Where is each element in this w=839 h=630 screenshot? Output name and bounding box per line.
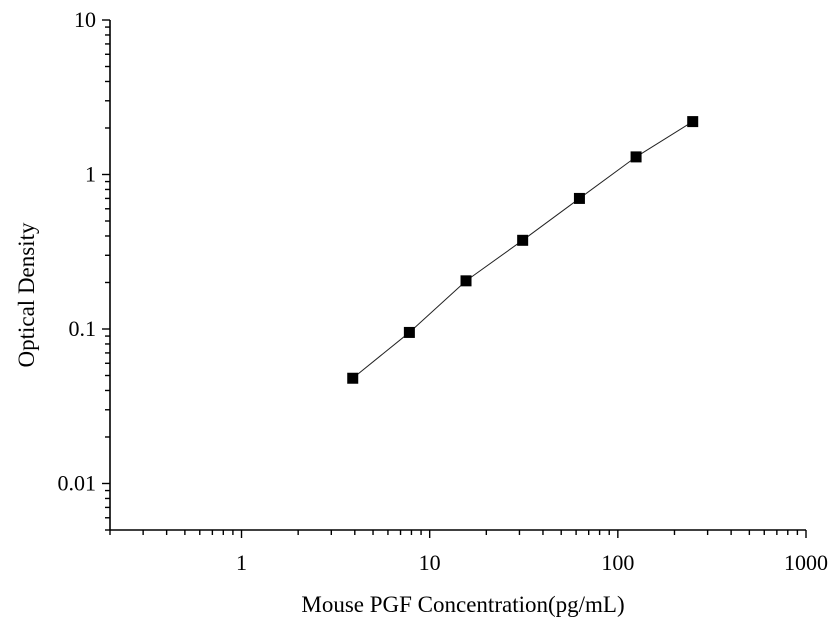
x-ticks-group: 1 10 100 1000 <box>109 530 828 575</box>
axes-group <box>109 20 806 531</box>
x-tick-label: 1 <box>236 550 247 575</box>
data-point <box>517 234 529 246</box>
x-axis-title: Mouse PGF Concentration(pg/mL) <box>301 592 624 617</box>
y-tick-label: 1 <box>85 161 96 186</box>
plot-content <box>347 116 699 384</box>
fit-line <box>352 121 693 379</box>
data-point <box>687 116 699 128</box>
data-point <box>573 192 585 204</box>
x-tick-label: 10 <box>419 550 441 575</box>
data-point <box>460 275 472 287</box>
data-point <box>347 372 359 384</box>
data-point <box>630 151 642 163</box>
x-tick-label: 100 <box>601 550 634 575</box>
data-point <box>403 326 415 338</box>
y-ticks-group: 0.01 0.1 1 10 <box>58 7 110 531</box>
x-tick-label: 1000 <box>784 550 828 575</box>
y-tick-label: 0.01 <box>58 470 97 495</box>
y-tick-label: 0.1 <box>69 316 97 341</box>
y-tick-label: 10 <box>74 7 96 32</box>
y-axis-title: Optical Density <box>14 222 39 367</box>
